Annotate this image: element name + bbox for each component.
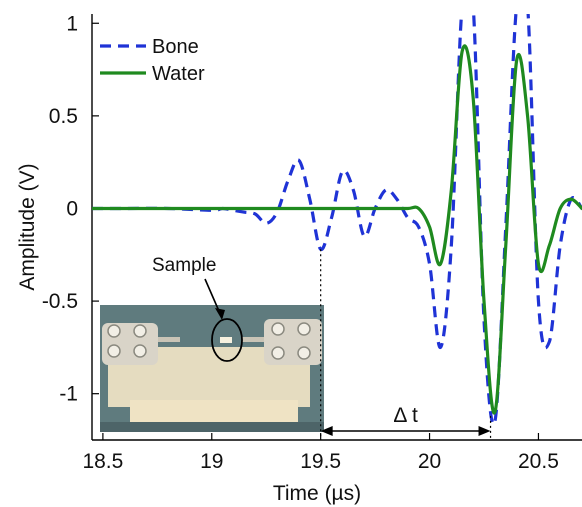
annotations-layer: Sample Δ t	[152, 249, 492, 440]
sample-photo-inset	[100, 305, 324, 432]
legend-label-bone: Bone	[152, 36, 199, 58]
inset-base	[130, 400, 298, 422]
inset-rod-right	[242, 337, 264, 342]
legend: Bone Water	[100, 36, 205, 85]
axes: 18.5 19 19.5 20 20.5 1 0.5 0 -0.5 -1 Time (µs) Ampl…	[16, 12, 582, 505]
legend-label-water: Water	[152, 63, 205, 85]
inset-bolt	[133, 324, 147, 338]
inset-bolt	[297, 322, 311, 336]
y-tick-label: 0	[66, 197, 78, 220]
delta-arrow-head-left	[320, 426, 333, 436]
y-tick-label: 0.5	[49, 105, 78, 128]
x-tick-label: 20	[418, 450, 441, 473]
inset-sample	[220, 337, 232, 343]
inset-bottom	[100, 422, 324, 432]
series-line-water	[92, 44, 582, 415]
y-tick-label: -0.5	[42, 290, 78, 313]
inset-bolt	[107, 324, 121, 338]
sample-circle	[211, 318, 243, 362]
sample-pointer-head	[215, 308, 225, 320]
series-line-bone	[92, 14, 582, 426]
x-tick-label: 19	[200, 450, 223, 473]
inset-bolt	[133, 344, 147, 358]
inset-rod-left	[158, 337, 180, 342]
sample-label: Sample	[152, 255, 216, 276]
inset-bolt	[271, 346, 285, 360]
delta-t-label: Δ t	[393, 404, 418, 427]
inset-bolt	[107, 344, 121, 358]
series-layer	[92, 14, 582, 426]
y-tick-label: -1	[59, 383, 78, 406]
inset-bolt	[297, 346, 311, 360]
x-tick-label: 18.5	[82, 450, 123, 473]
x-axis-title: Time (µs)	[273, 482, 361, 505]
inset-bolt	[271, 322, 285, 336]
x-tick-label: 19.5	[300, 450, 341, 473]
y-axis-title: Amplitude (V)	[16, 163, 39, 290]
x-tick-label: 20.5	[518, 450, 559, 473]
y-tick-label: 1	[66, 12, 78, 35]
delta-arrow-head-right	[478, 426, 491, 436]
